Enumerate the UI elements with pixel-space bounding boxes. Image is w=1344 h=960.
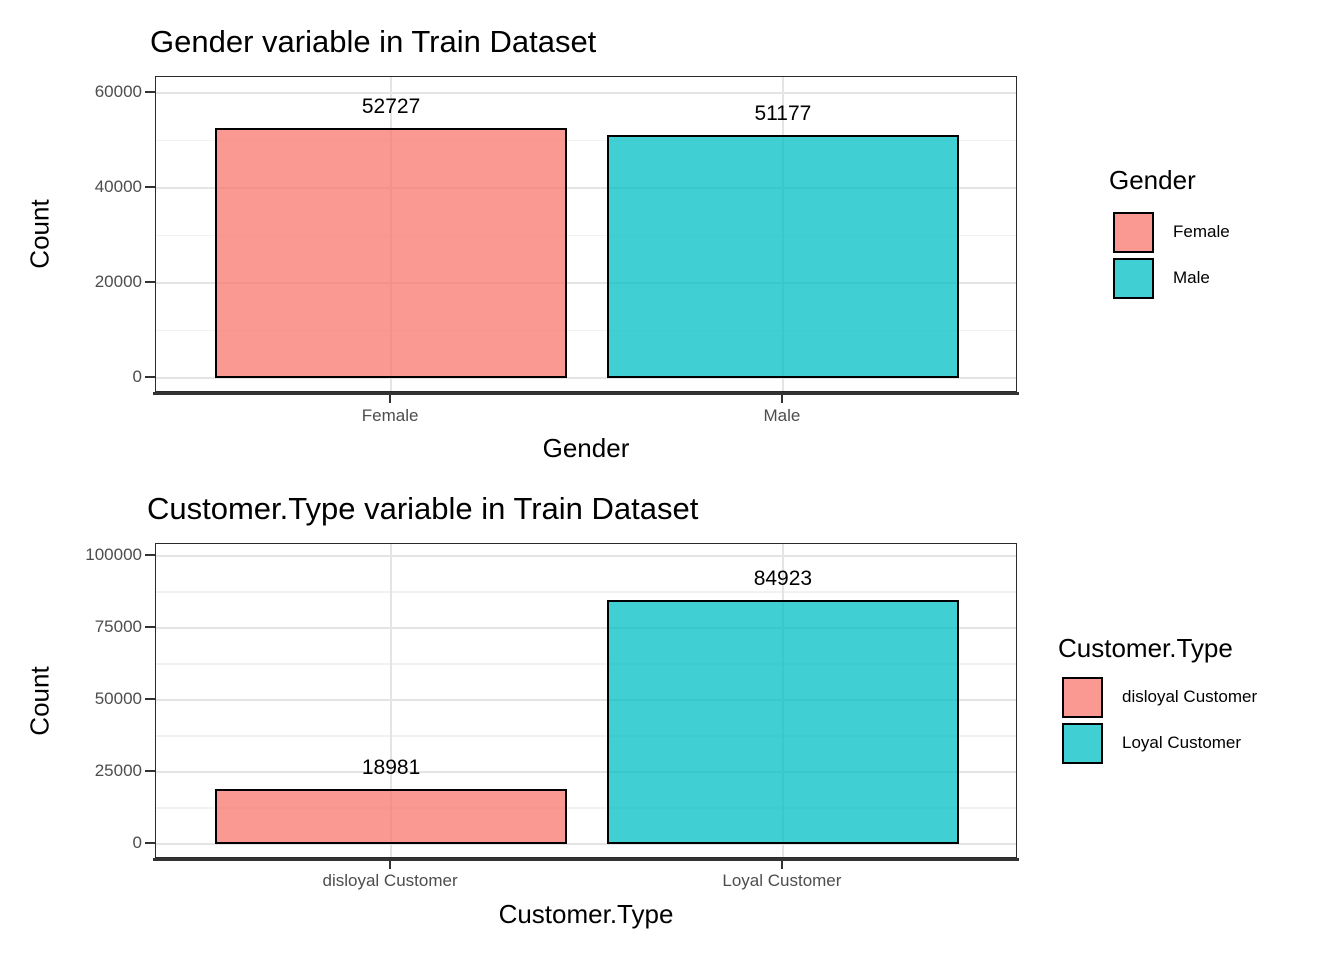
y-tick-mark	[145, 626, 155, 628]
y-tick-label: 50000	[94, 689, 142, 709]
y-tick-mark	[145, 554, 155, 556]
y-tick-mark	[145, 281, 155, 283]
x-tick-label: disloyal Customer	[322, 871, 458, 890]
gridline-major	[156, 627, 1016, 630]
gridline-major	[156, 282, 1016, 285]
y-tick-mark	[145, 376, 155, 378]
legend-entry-label: Loyal Customer	[1122, 732, 1242, 752]
y-tick-label: 75000	[94, 617, 142, 637]
gridline-major	[156, 555, 1016, 558]
x-tick-label: Male	[763, 406, 801, 425]
gridline-x-major	[390, 544, 393, 857]
bar-female	[214, 127, 568, 379]
y-tick-label: 25000	[94, 761, 142, 781]
plot-title: Customer.Type variable in Train Dataset	[147, 491, 699, 526]
gridline-major	[156, 92, 1016, 95]
gridline-major	[156, 843, 1016, 846]
y-tick-label: 100000	[85, 545, 142, 565]
gridline-minor	[156, 234, 1016, 237]
x-tick-label: Female	[361, 406, 419, 425]
x-axis-title: Gender	[542, 433, 630, 463]
bar-value-label: 18981	[361, 756, 421, 780]
bar-value-label: 84923	[753, 566, 813, 590]
legend-title: Gender	[1109, 165, 1196, 195]
y-tick-mark	[145, 842, 155, 844]
x-tick-mark	[781, 860, 783, 869]
gridline-minor	[156, 329, 1016, 332]
x-axis-line	[153, 858, 1019, 861]
y-tick-mark	[145, 186, 155, 188]
x-tick-mark	[389, 394, 391, 403]
gridline-minor	[156, 807, 1016, 809]
gridline-major	[156, 377, 1016, 380]
legend-key-swatch	[1113, 257, 1154, 299]
y-tick-label: 40000	[94, 177, 142, 197]
gridline-major	[156, 187, 1016, 190]
y-tick-label: 60000	[94, 82, 142, 102]
bar-loyal-customer	[606, 599, 960, 845]
y-tick-label: 20000	[94, 272, 142, 292]
y-tick-label: 0	[132, 367, 142, 387]
legend-key-swatch	[1062, 722, 1103, 764]
gridline-minor	[156, 735, 1016, 737]
gridline-major	[156, 771, 1016, 774]
bar-disloyal-customer	[214, 789, 568, 844]
x-tick-mark	[781, 394, 783, 403]
x-axis-title: Customer.Type	[498, 899, 674, 929]
x-axis-line	[153, 392, 1019, 395]
bar-male	[606, 135, 960, 379]
legend-key-swatch	[1062, 677, 1103, 718]
legend-entry-label: disloyal Customer	[1122, 687, 1258, 706]
legend-entry-label: Male	[1173, 267, 1210, 287]
gridline-minor	[156, 663, 1016, 665]
legend-entry-label: Female	[1173, 222, 1230, 241]
x-tick-label: Loyal Customer	[722, 871, 842, 890]
gridline-minor	[156, 139, 1016, 142]
legend-key-swatch	[1113, 212, 1154, 253]
plot-panel: 52727 51177	[155, 76, 1017, 392]
legend-title: Customer.Type	[1058, 633, 1233, 663]
bar-value-label: 51177	[754, 102, 812, 126]
y-tick-mark	[145, 91, 155, 93]
gridline-minor	[156, 591, 1016, 593]
x-tick-mark	[389, 860, 391, 869]
y-tick-label: 0	[132, 833, 142, 853]
y-tick-mark	[145, 698, 155, 700]
bar-value-label: 52727	[361, 94, 421, 118]
plot-panel: 18981 84923	[155, 543, 1017, 858]
y-tick-mark	[145, 770, 155, 772]
plot-title: Gender variable in Train Dataset	[150, 24, 597, 59]
gridline-major	[156, 699, 1016, 702]
